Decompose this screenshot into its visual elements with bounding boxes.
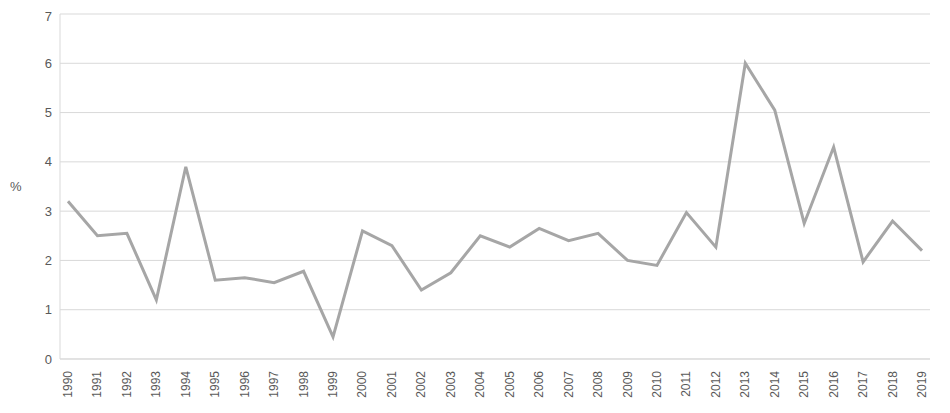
svg-text:2010: 2010 (650, 371, 664, 398)
svg-text:2011: 2011 (679, 371, 693, 397)
svg-text:1998: 1998 (297, 371, 311, 398)
svg-text:2019: 2019 (915, 371, 929, 398)
svg-text:5: 5 (45, 105, 52, 120)
svg-text:1996: 1996 (238, 371, 252, 398)
svg-text:2002: 2002 (414, 371, 428, 398)
svg-text:2001: 2001 (385, 371, 399, 398)
svg-text:%: % (10, 179, 22, 194)
svg-text:2004: 2004 (473, 371, 487, 398)
svg-text:4: 4 (45, 154, 52, 169)
svg-text:1992: 1992 (120, 371, 134, 398)
svg-text:2013: 2013 (738, 371, 752, 398)
svg-text:2012: 2012 (709, 371, 723, 398)
svg-text:1991: 1991 (90, 371, 104, 398)
svg-text:1999: 1999 (326, 371, 340, 398)
svg-text:2000: 2000 (355, 371, 369, 398)
svg-text:1994: 1994 (179, 371, 193, 398)
svg-text:2008: 2008 (591, 371, 605, 398)
svg-text:2005: 2005 (503, 371, 517, 398)
svg-text:7: 7 (45, 9, 52, 24)
svg-text:3: 3 (45, 204, 52, 219)
svg-text:6: 6 (45, 56, 52, 71)
svg-text:2006: 2006 (532, 371, 546, 398)
svg-text:2003: 2003 (444, 371, 458, 398)
svg-text:1993: 1993 (149, 371, 163, 398)
svg-text:1995: 1995 (208, 371, 222, 398)
svg-text:2015: 2015 (797, 371, 811, 398)
svg-text:2016: 2016 (827, 371, 841, 398)
svg-text:1997: 1997 (267, 371, 281, 398)
svg-text:1990: 1990 (61, 371, 75, 398)
svg-text:1: 1 (45, 302, 52, 317)
svg-text:2014: 2014 (768, 371, 782, 398)
svg-text:0: 0 (45, 352, 52, 367)
svg-text:2: 2 (45, 253, 52, 268)
svg-text:2007: 2007 (562, 371, 576, 398)
svg-text:2017: 2017 (856, 371, 870, 398)
svg-text:2018: 2018 (886, 371, 900, 398)
svg-text:2009: 2009 (621, 371, 635, 398)
